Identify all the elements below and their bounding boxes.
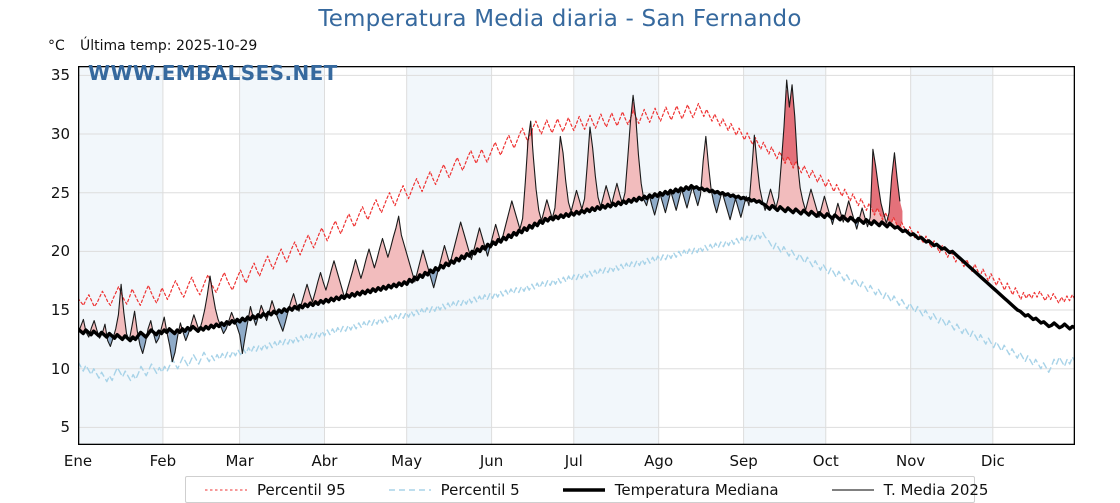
series-temperatura-mediana (78, 183, 1075, 343)
legend-item[interactable]: T. Media 2025 (827, 477, 993, 502)
y-tick-label: 35 (50, 66, 70, 85)
y-tick-label: 20 (50, 242, 70, 261)
series-percentil-95 (78, 102, 1075, 308)
x-tick-label: May (391, 452, 423, 470)
legend-label: Percentil 95 (257, 480, 346, 499)
x-tick-label: Mar (225, 452, 254, 470)
last-temp-label: Última temp: 2025-10-29 (80, 38, 258, 54)
legend-label: Percentil 5 (440, 480, 520, 499)
series-percentil-5 (78, 231, 1075, 383)
y-tick-label: 25 (50, 183, 70, 202)
x-tick-label: Jul (564, 452, 583, 470)
legend-label: T. Media 2025 (883, 480, 989, 499)
plot-frame (78, 66, 1075, 445)
x-tick-label: Jun (479, 452, 504, 470)
legend-item[interactable]: Percentil 5 (384, 477, 524, 502)
y-tick-label: 5 (60, 418, 70, 437)
x-tick-label: Ago (644, 452, 674, 470)
x-tick-label: Sep (729, 452, 758, 470)
x-tick-label: Ene (63, 452, 93, 470)
legend-label: Temperatura Mediana (614, 480, 779, 499)
chart-legend: Percentil 95 Percentil 5 Temperatura Media… (185, 476, 988, 503)
legend-key-dashed (388, 488, 431, 491)
x-tick-label: Feb (149, 452, 177, 470)
y-tick-label: 10 (50, 359, 70, 378)
y-axis-unit-label: °C (48, 38, 65, 54)
x-tick-label: Nov (896, 452, 926, 470)
x-tick-label: Abr (311, 452, 338, 470)
plot-area (78, 66, 1075, 445)
legend-key-solid (562, 487, 605, 492)
y-tick-label: 30 (50, 125, 70, 144)
y-tick-label: 15 (50, 301, 70, 320)
legend-key-solid (831, 488, 874, 491)
month-bands (78, 66, 1075, 445)
x-tick-label: Dic (980, 452, 1005, 470)
legend-key-dotted (205, 489, 247, 490)
legend-item[interactable]: Temperatura Mediana (558, 477, 783, 502)
temperature-chart-svg (78, 66, 1075, 445)
legend-item[interactable]: Percentil 95 (200, 477, 350, 502)
page-title: Temperatura Media diaria - San Fernando (318, 6, 802, 32)
data-lines (78, 79, 1075, 383)
watermark-label: WWW.EMBALSES.NET (88, 61, 338, 85)
x-tick-label: Oct (812, 452, 839, 470)
